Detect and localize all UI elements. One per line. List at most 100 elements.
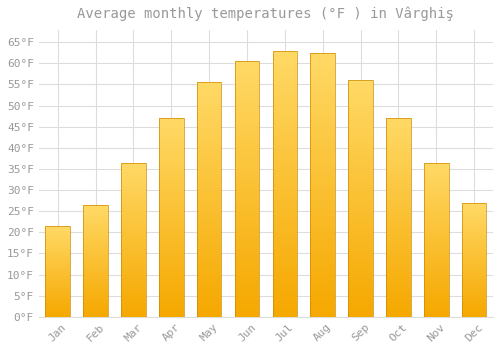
Bar	[84, 280, 108, 281]
Bar	[462, 212, 486, 213]
Bar	[234, 284, 260, 286]
Bar	[272, 187, 297, 189]
Bar	[386, 120, 410, 122]
Bar	[386, 214, 410, 216]
Bar	[348, 220, 373, 222]
Bar	[159, 166, 184, 168]
Bar	[234, 271, 260, 273]
Bar	[159, 275, 184, 277]
Bar	[386, 124, 410, 126]
Bar	[234, 235, 260, 238]
Bar	[197, 244, 222, 246]
Bar	[272, 120, 297, 122]
Bar	[159, 253, 184, 255]
Bar	[462, 251, 486, 252]
Bar	[272, 240, 297, 242]
Bar	[386, 269, 410, 271]
Bar	[121, 311, 146, 312]
Bar	[348, 116, 373, 118]
Bar	[121, 163, 146, 164]
Bar	[159, 261, 184, 263]
Bar	[310, 277, 335, 280]
Bar	[46, 277, 70, 278]
Bar	[46, 316, 70, 317]
Bar	[121, 203, 146, 204]
Bar	[386, 172, 410, 174]
Bar	[197, 263, 222, 265]
Bar	[197, 214, 222, 216]
Bar	[424, 257, 448, 258]
Bar	[46, 232, 70, 233]
Bar	[386, 301, 410, 303]
Bar	[197, 125, 222, 127]
Bar	[462, 282, 486, 284]
Bar	[121, 207, 146, 209]
Bar	[159, 124, 184, 126]
Bar	[121, 206, 146, 207]
Bar	[310, 314, 335, 317]
Bar	[159, 130, 184, 132]
Bar	[84, 304, 108, 306]
Bar	[424, 163, 448, 317]
Bar	[462, 247, 486, 248]
Bar	[310, 135, 335, 137]
Bar	[348, 205, 373, 208]
Bar	[234, 301, 260, 304]
Bar	[310, 148, 335, 150]
Bar	[462, 278, 486, 279]
Bar	[121, 235, 146, 237]
Bar	[121, 309, 146, 311]
Bar	[424, 172, 448, 173]
Bar	[348, 182, 373, 184]
Bar	[348, 265, 373, 267]
Bar	[197, 235, 222, 237]
Bar	[159, 263, 184, 265]
Bar	[462, 241, 486, 243]
Bar	[462, 245, 486, 246]
Bar	[462, 246, 486, 247]
Bar	[424, 232, 448, 233]
Bar	[424, 254, 448, 255]
Bar	[84, 247, 108, 248]
Bar	[424, 314, 448, 315]
Bar	[234, 140, 260, 143]
Bar	[197, 195, 222, 197]
Bar	[272, 99, 297, 101]
Bar	[159, 132, 184, 134]
Bar	[348, 80, 373, 317]
Bar	[197, 143, 222, 146]
Bar	[386, 285, 410, 287]
Bar	[272, 261, 297, 264]
Bar	[46, 259, 70, 260]
Bar	[386, 303, 410, 305]
Bar	[159, 295, 184, 297]
Bar	[386, 263, 410, 265]
Bar	[84, 297, 108, 298]
Bar	[310, 63, 335, 66]
Bar	[348, 232, 373, 234]
Bar	[272, 88, 297, 91]
Bar	[234, 228, 260, 230]
Bar	[348, 291, 373, 293]
Bar	[386, 148, 410, 150]
Bar	[46, 256, 70, 257]
Bar	[197, 146, 222, 148]
Bar	[272, 80, 297, 83]
Bar	[197, 92, 222, 94]
Bar	[197, 239, 222, 242]
Bar	[272, 136, 297, 139]
Bar	[462, 227, 486, 228]
Bar	[84, 214, 108, 215]
Bar	[310, 159, 335, 161]
Bar	[46, 229, 70, 230]
Bar	[159, 305, 184, 307]
Bar	[121, 176, 146, 178]
Bar	[386, 210, 410, 212]
Bar	[84, 232, 108, 233]
Bar	[386, 192, 410, 194]
Bar	[348, 90, 373, 92]
Bar	[424, 290, 448, 292]
Bar	[46, 237, 70, 238]
Bar	[121, 186, 146, 187]
Bar	[272, 104, 297, 106]
